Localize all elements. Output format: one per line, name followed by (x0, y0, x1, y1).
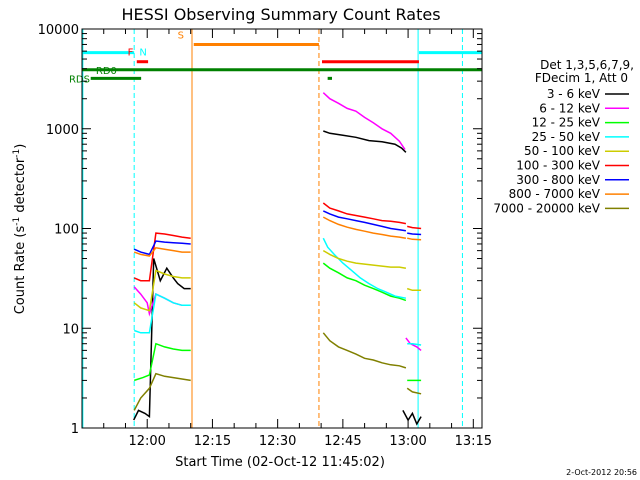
y-tick-label-0: 1 (71, 422, 79, 437)
legend-label-6: 300 - 800 keV (516, 173, 600, 187)
series-6-segment-2 (407, 232, 422, 236)
series-0-segment-2 (402, 410, 422, 426)
series-7-segment-1 (322, 216, 407, 239)
series-0-segment-1 (323, 130, 407, 153)
x-tick-label-2: 12:30 (259, 434, 296, 449)
x-tick-label-3: 12:45 (324, 434, 361, 449)
x-tick-label-4: 13:00 (389, 434, 426, 449)
flag-label-4: RD0 (96, 66, 117, 77)
x-tick-label-5: 13:15 (455, 434, 492, 449)
y-tick-label-1: 10 (62, 322, 79, 337)
legend-label-5: 100 - 300 keV (516, 159, 600, 173)
legend-title-1: Det 1,3,5,6,7,9, (540, 58, 634, 72)
legend-label-3: 25 - 50 keV (532, 130, 601, 144)
series-3-segment-2 (407, 342, 422, 346)
y-axis-label: Count Rate (s-1 detector-1) (12, 144, 28, 315)
series-3-segment-1 (322, 237, 407, 299)
series-7-segment-2 (407, 237, 422, 241)
y-tick-label-4: 10000 (38, 23, 79, 38)
x-tick-label-1: 12:15 (194, 434, 231, 449)
series-0-segment-0 (133, 258, 191, 421)
legend-label-8: 7000 - 20000 keV (493, 201, 600, 215)
series-4-segment-2 (406, 287, 422, 292)
timestamp: 2-Oct-2012 20:56 (566, 468, 637, 477)
series-7-segment-0 (133, 246, 191, 257)
series-lines (133, 92, 422, 426)
series-8-segment-0 (133, 372, 191, 411)
series-6-segment-0 (133, 240, 191, 256)
series-8-segment-1 (322, 332, 407, 369)
legend-label-2: 12 - 25 keV (532, 116, 601, 130)
series-1-segment-1 (322, 92, 406, 150)
flag-label-2: S (178, 30, 184, 41)
x-tick-label-0: 12:00 (128, 434, 165, 449)
legend-label-1: 6 - 12 keV (539, 101, 601, 115)
y-tick-label-3: 1000 (46, 123, 79, 138)
x-axis-label: Start Time (02-Oct-12 11:45:02) (175, 455, 385, 470)
series-3-segment-0 (133, 292, 191, 334)
series-4-segment-1 (322, 249, 407, 269)
series-6-segment-1 (322, 210, 407, 232)
plot-area (82, 29, 482, 428)
flag-label-3: F (128, 48, 134, 59)
series-2-segment-0 (133, 342, 191, 382)
flag-label-5: RDS (69, 74, 90, 85)
legend-label-7: 800 - 7000 keV (509, 187, 601, 201)
legend-label-4: 50 - 100 keV (524, 144, 601, 158)
y-tick-label-2: 100 (54, 223, 79, 238)
series-5-segment-0 (133, 232, 191, 282)
series-2-segment-1 (322, 262, 407, 302)
legend-title-2: FDecim 1, Att 0 (535, 71, 628, 85)
flag-label-1: N (139, 48, 146, 59)
plot-background (82, 29, 482, 428)
axes: 12:00 12:15 12:30 12:45 13:00 13:15 1 10 100 1000… (38, 23, 492, 449)
series-5-segment-1 (322, 202, 407, 225)
series-5-segment-2 (407, 225, 422, 230)
series-8-segment-2 (406, 387, 422, 395)
chart-title: HESSI Observing Summary Count Rates (121, 5, 440, 24)
series-4-segment-0 (133, 269, 191, 312)
legend: Det 1,3,5,6,7,9, FDecim 1, Att 0 3 - 6 k… (493, 58, 634, 215)
legend-label-0: 3 - 6 keV (547, 87, 601, 101)
series-1-segment-2 (405, 337, 422, 351)
flag-bars: N S F RD0 RDS (69, 30, 482, 85)
